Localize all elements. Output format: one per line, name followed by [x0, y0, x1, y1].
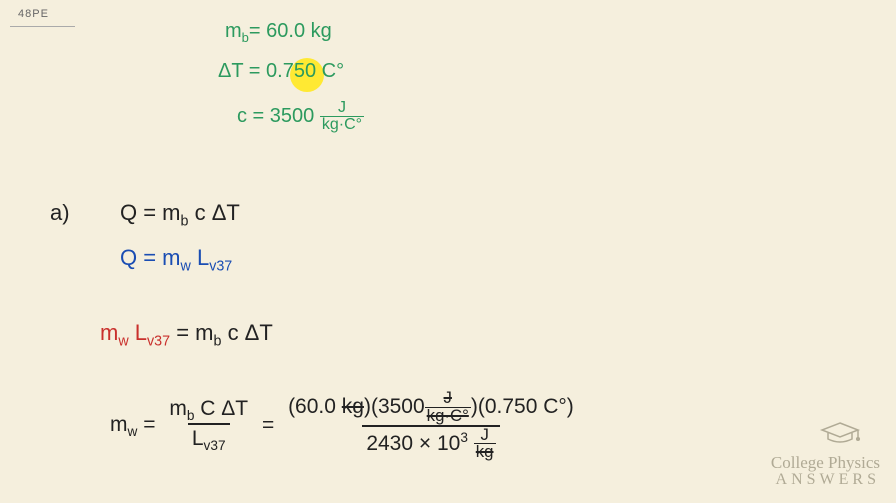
equation-heat-vaporization: Q = mw Lv37	[120, 245, 232, 274]
given-specific-heat: c = 3500 J kg·C°	[237, 100, 364, 133]
watermark-text: College Physics ANSWERS	[771, 454, 880, 489]
given-mass: mb= 60.0 kg	[225, 20, 332, 45]
equation-heat-body: Q = mb c ΔT	[120, 200, 240, 229]
part-a-label: a)	[50, 200, 70, 226]
equation-final-solve: mw = mb C ΔT Lv37 = (60.0 kg)(3500Jkg·C°…	[110, 390, 582, 461]
equation-equality: mw Lv37 = mb c ΔT	[100, 320, 273, 349]
given-delta-t: ΔT = 0.750 C°	[218, 60, 344, 83]
label-underline	[10, 26, 75, 27]
problem-number-label: 48PE	[18, 8, 49, 20]
graduation-cap-icon	[818, 420, 862, 451]
